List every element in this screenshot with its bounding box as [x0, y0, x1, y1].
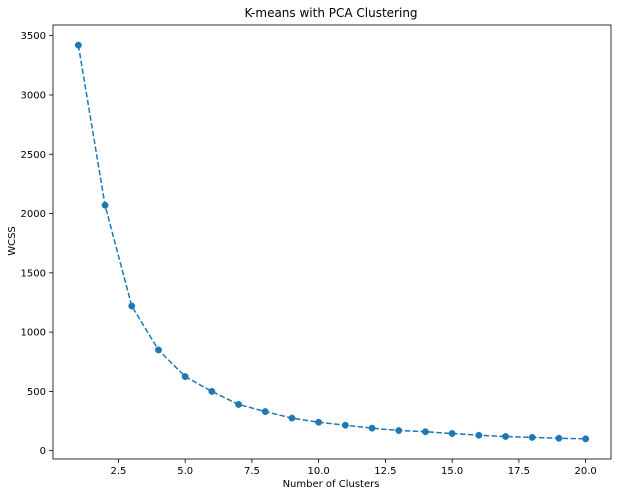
- series-point: [288, 414, 296, 422]
- x-tick-label: 2.5: [110, 466, 126, 477]
- y-tick-label: 3500: [21, 31, 46, 42]
- x-tick-label: 10.0: [308, 466, 330, 477]
- series-point: [208, 387, 216, 395]
- series-point: [502, 433, 509, 440]
- x-tick-label: 17.5: [508, 466, 530, 477]
- x-tick-label: 15.0: [441, 466, 463, 477]
- series-point: [395, 427, 403, 434]
- y-tick-label: 2500: [21, 150, 46, 161]
- series-point: [448, 430, 456, 437]
- y-axis-label: WCSS: [7, 226, 18, 256]
- series-point: [555, 434, 563, 442]
- x-tick-label: 12.5: [374, 466, 396, 477]
- plot-frame: [52, 24, 612, 460]
- series-point: [181, 373, 189, 381]
- series-point: [368, 424, 376, 432]
- y-tick-label: 1500: [21, 268, 46, 279]
- series-point: [528, 433, 536, 441]
- y-tick-label: 1000: [21, 328, 46, 339]
- series-point: [261, 408, 269, 416]
- series-point: [128, 302, 136, 310]
- plot-area: 2.5 5.0 7.5 10.0 12.5 15.0 17.5 20.0 0 500 1000 150…: [21, 24, 612, 477]
- y-tick-label: 2000: [21, 209, 46, 220]
- y-tick-label: 3000: [21, 90, 46, 101]
- series-point: [341, 421, 349, 429]
- series-point: [74, 41, 82, 49]
- series-point: [235, 401, 243, 408]
- series-point: [315, 418, 323, 426]
- x-tick-label: 7.5: [244, 466, 260, 477]
- y-tick-label: 0: [40, 446, 46, 457]
- chart-title: K-means with PCA Clustering: [244, 6, 417, 20]
- series-point: [421, 428, 429, 436]
- x-tick-label: 20.0: [575, 466, 597, 477]
- x-tick-label: 5.0: [177, 466, 193, 477]
- series-point: [475, 431, 483, 439]
- series-point: [101, 201, 109, 209]
- y-tick-label: 500: [27, 387, 46, 398]
- x-axis-label: Number of Clusters: [283, 479, 380, 490]
- series-point: [155, 346, 162, 354]
- series-point: [582, 435, 590, 443]
- series-line: [77, 45, 586, 440]
